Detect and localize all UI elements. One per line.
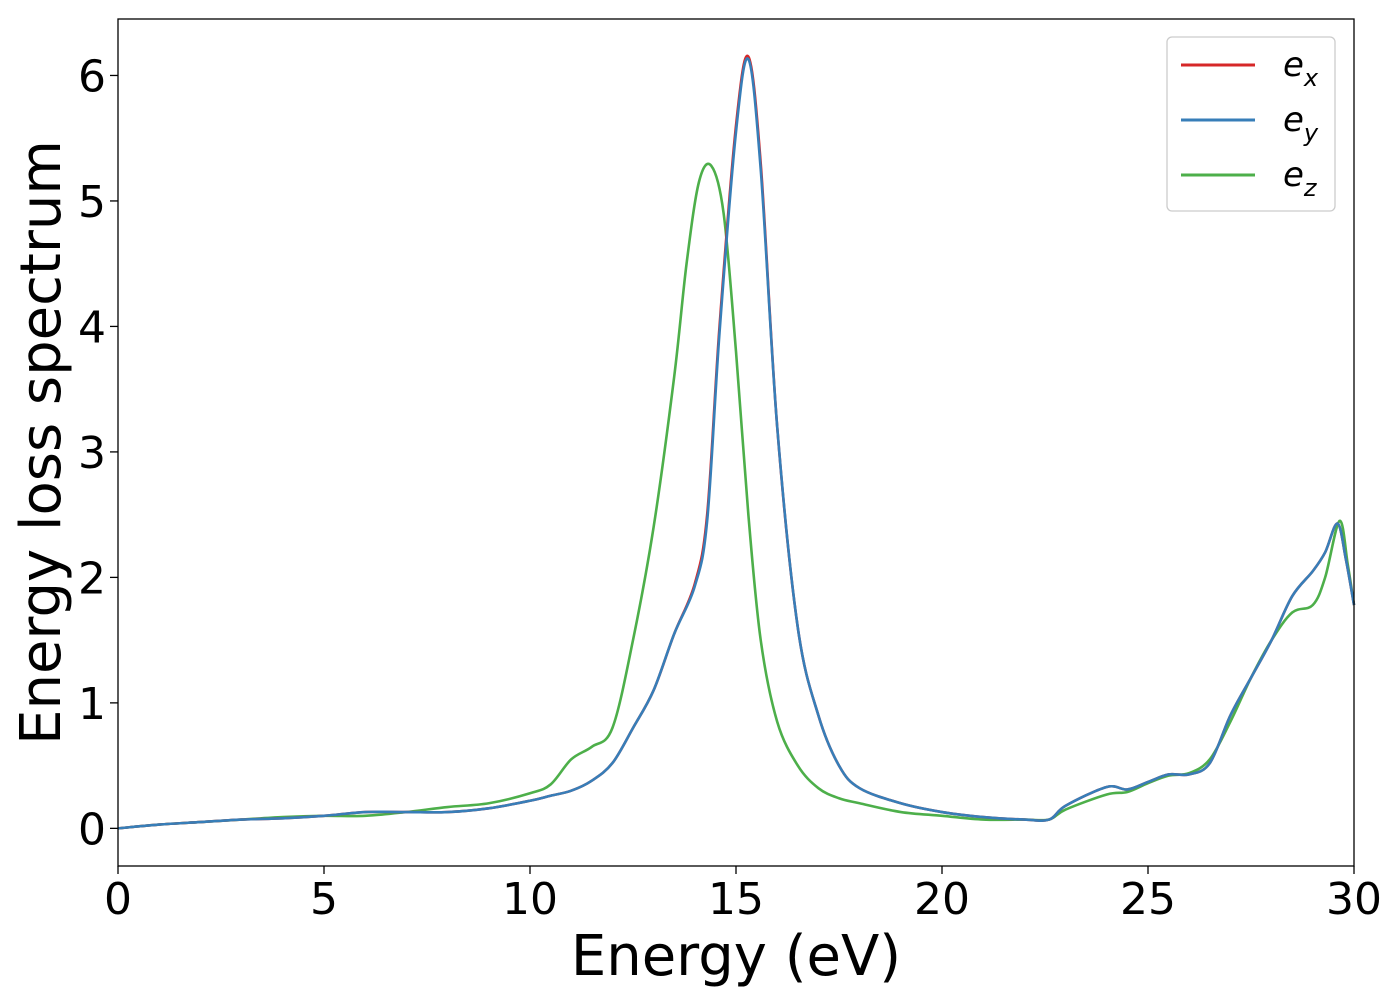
y-tick-label: 4 xyxy=(78,302,106,353)
x-axis-label: Energy (eV) xyxy=(571,924,901,989)
x-axis-ticks: 0 5 10 15 20 25 30 xyxy=(104,866,1382,925)
series-lines xyxy=(117,54,1356,830)
y-tick-label: 3 xyxy=(78,428,106,479)
series-line-y xyxy=(117,57,1356,830)
x-tick-label: 20 xyxy=(914,874,970,925)
series-line-z xyxy=(117,162,1356,830)
x-tick-label: 10 xyxy=(502,874,558,925)
y-axis-ticks: 0 1 2 3 4 5 6 xyxy=(78,51,118,855)
x-tick-label: 25 xyxy=(1120,874,1176,925)
y-tick-label: 5 xyxy=(78,177,106,228)
legend-box xyxy=(1166,36,1336,212)
y-tick-label: 1 xyxy=(78,679,106,730)
x-tick-label: 30 xyxy=(1326,874,1382,925)
y-axis-label: Energy loss spectrum xyxy=(9,140,74,745)
y-tick-label: 2 xyxy=(78,553,106,604)
x-tick-label: 0 xyxy=(104,874,132,925)
legend: ex ey ez xyxy=(1166,36,1336,212)
x-tick-label: 5 xyxy=(310,874,338,925)
legend-label-z: ez xyxy=(1283,155,1318,202)
x-tick-label: 15 xyxy=(708,874,764,925)
legend-label-y: ey xyxy=(1283,100,1319,147)
y-tick-label: 6 xyxy=(78,51,106,102)
y-tick-label: 0 xyxy=(78,804,106,855)
legend-label-x: ex xyxy=(1283,45,1319,92)
